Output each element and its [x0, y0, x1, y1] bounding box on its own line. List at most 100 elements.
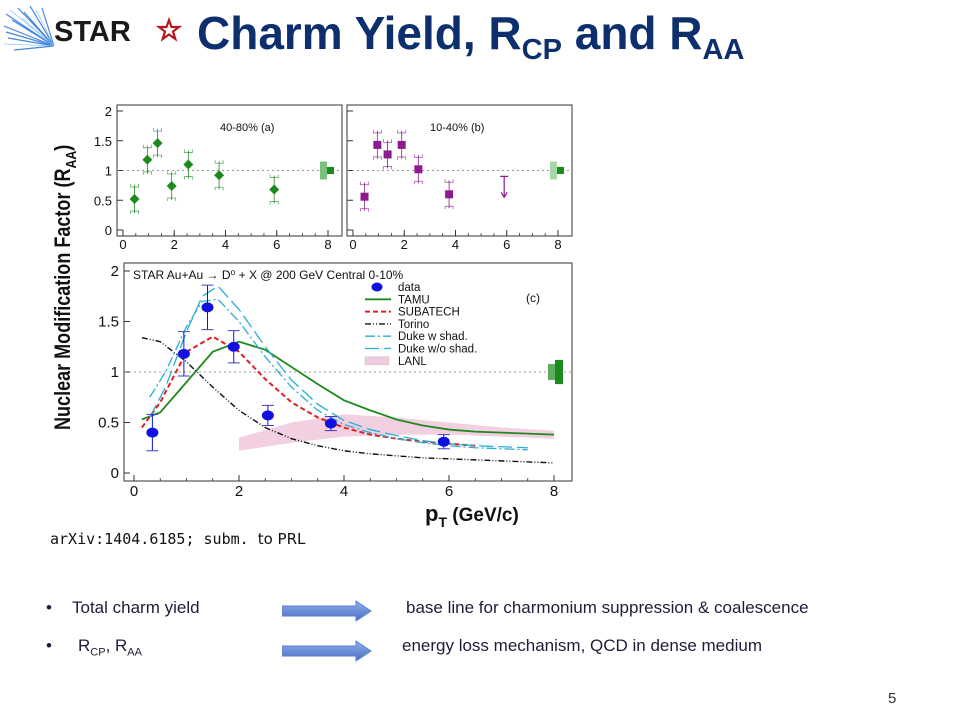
sys-bracket [146, 413, 159, 452]
right-arrow-icon [282, 600, 372, 622]
slide-title: Charm Yield, RCP and RAA [197, 10, 744, 65]
y-tick-label: 0 [111, 465, 119, 482]
normalization-box [327, 166, 334, 175]
bullet-right-text: energy loss mechanism, QCD in dense medi… [402, 636, 762, 655]
legend-label: TAMU [398, 294, 430, 306]
x-tick-label: 2 [171, 237, 178, 252]
x-tick-label: 4 [452, 237, 459, 252]
bullet-dot: • [46, 598, 52, 617]
sys-bracket [167, 170, 177, 201]
sys-bracket [397, 129, 407, 160]
legend-label: data [398, 282, 421, 294]
normalization-box [548, 363, 555, 381]
model-curve-duke-w-shad- [149, 298, 528, 451]
bullet-left-text: RCP, RAA [78, 636, 142, 659]
y-tick-label: 2 [111, 263, 119, 280]
y-tick-label: 1 [111, 364, 119, 381]
citation: arXiv:1404.6185; subm. to PRL [50, 530, 306, 548]
data-point [183, 159, 194, 170]
data-point [414, 165, 423, 174]
y-tick-label: 1 [105, 164, 112, 179]
x-tick-label: 0 [349, 237, 356, 252]
figure-ylabel: Nuclear Modification Factor (RAA) [51, 145, 79, 430]
sys-bracket [269, 174, 279, 205]
sys-bracket [227, 330, 240, 364]
normalization-box [550, 161, 557, 180]
legend-label: Torino [398, 319, 429, 331]
title-sub-cp: CP [521, 34, 562, 66]
x-tick-label: 2 [401, 237, 408, 252]
model-curve-torino [141, 336, 555, 464]
y-tick-label: 1.5 [98, 314, 119, 331]
normalization-box [555, 359, 563, 385]
data-point [445, 190, 454, 199]
sys-bracket [177, 331, 190, 377]
sys-bracket [142, 144, 152, 175]
upper-limit-arrow [500, 175, 509, 199]
data-point [201, 302, 214, 313]
title-main: Charm Yield, R [197, 7, 522, 59]
data-point [373, 140, 382, 149]
sys-bracket [360, 181, 369, 212]
title-sub-aa: AA [702, 34, 745, 66]
data-point [152, 138, 163, 149]
data-point [129, 194, 140, 205]
normalization-box [557, 166, 564, 175]
sys-bracket [437, 434, 450, 450]
star-icon [155, 16, 183, 42]
legend-label: Duke w/o shad. [398, 344, 477, 356]
legend-label: SUBATECH [398, 307, 460, 319]
sys-bracket [214, 160, 224, 191]
sys-bracket [201, 284, 214, 331]
data-point [227, 341, 240, 352]
x-tick-label: 4 [340, 483, 348, 500]
panel-a-label: 40-80% (a) [220, 122, 274, 134]
sys-bracket [183, 149, 193, 180]
y-tick-label: 2 [105, 104, 112, 119]
legend-marker [371, 282, 383, 292]
legend-marker [364, 356, 390, 366]
x-tick-label: 0 [119, 237, 126, 252]
panel-c: STAR Au+Au → D⁰ + X @ 200 GeV Central 0-… [123, 262, 573, 482]
logo-text: STAR [54, 16, 131, 48]
figure-xlabel: pT (GeV/c) [425, 501, 519, 530]
data-point [166, 180, 177, 191]
slide-number: 5 [888, 690, 897, 707]
sys-bracket [130, 184, 139, 215]
x-tick-label: 8 [554, 237, 561, 252]
normalization-box [320, 161, 327, 180]
data-point [146, 427, 159, 438]
x-tick-label: 8 [550, 483, 558, 500]
data-point [324, 418, 337, 429]
sunburst-icon [4, 6, 55, 51]
data-point [383, 150, 392, 159]
model-curve-subatech [141, 335, 476, 447]
panel-c-title: STAR Au+Au → D⁰ + X @ 200 GeV Central 0-… [133, 268, 404, 282]
y-tick-label: 0 [105, 223, 112, 238]
bullet-right-text: base line for charmonium suppression & c… [406, 598, 809, 617]
sys-bracket [413, 154, 423, 185]
sys-bracket [153, 128, 162, 159]
x-tick-label: 6 [273, 237, 280, 252]
sys-bracket [444, 179, 454, 210]
sys-bracket [324, 415, 337, 432]
panel-c-label: (c) [526, 291, 540, 305]
y-tick-label: 0.5 [94, 193, 112, 208]
data-point [261, 410, 274, 421]
x-tick-label: 0 [130, 483, 138, 500]
y-tick-label: 1.5 [94, 134, 112, 149]
data-point [214, 170, 225, 181]
lanl-band [239, 414, 554, 451]
x-tick-label: 4 [222, 237, 229, 252]
title-mid: and R [561, 7, 703, 59]
raa-figure: Nuclear Modification Factor (RAA) 40-80%… [51, 104, 573, 530]
data-point [142, 154, 153, 165]
panel-b-label: 10-40% (b) [430, 122, 484, 134]
model-curve-duke-w-o-shad- [149, 285, 528, 449]
y-tick-label: 0.5 [98, 415, 119, 432]
right-arrow-icon [282, 640, 372, 662]
bullet-left-text: Total charm yield [72, 598, 200, 617]
data-point [397, 140, 406, 149]
x-tick-label: 6 [445, 483, 453, 500]
